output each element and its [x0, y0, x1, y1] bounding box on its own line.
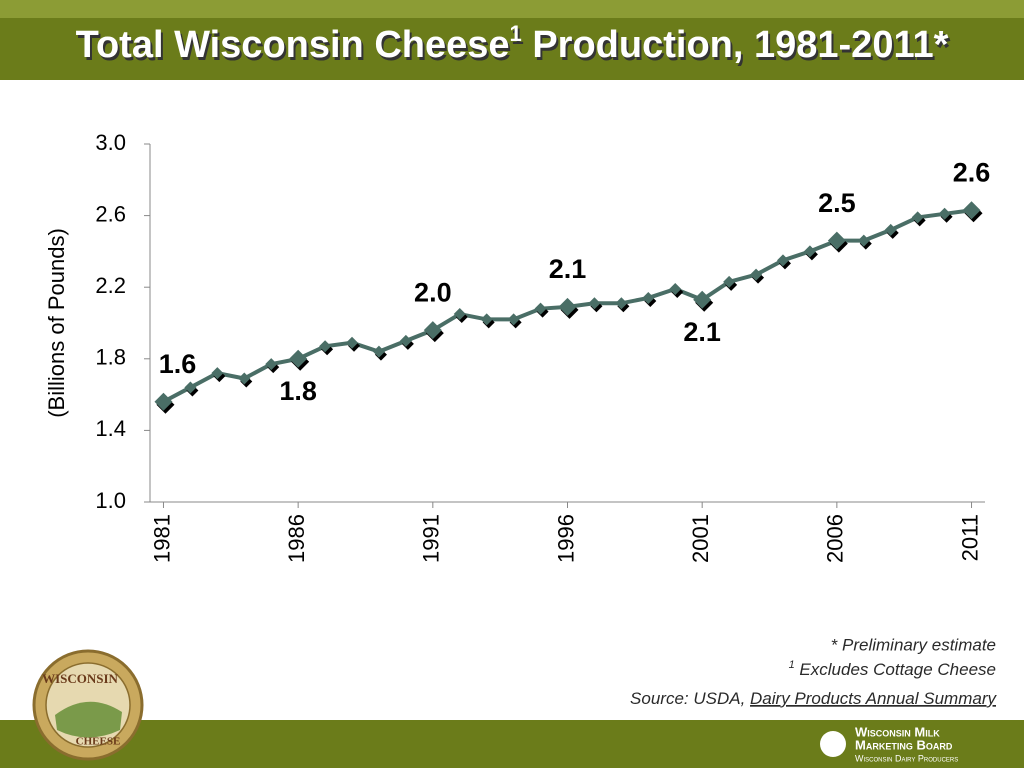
board-emblem [820, 731, 846, 757]
marker [346, 336, 359, 349]
x-tick-label: 2006 [823, 514, 848, 563]
marker [750, 268, 763, 281]
marker [827, 231, 846, 250]
marker [154, 392, 173, 411]
marker [693, 290, 712, 309]
marker [723, 275, 736, 288]
marker [184, 381, 197, 394]
marker [938, 207, 951, 220]
marker [265, 358, 278, 371]
chart-title: Total Wisconsin Cheese1 Production, 1981… [76, 21, 949, 66]
y-tick-label: 2.2 [95, 273, 126, 298]
x-tick-label: 2001 [688, 514, 713, 563]
header-strip [0, 0, 1024, 18]
marker [588, 297, 601, 310]
marker [911, 211, 924, 224]
board-text: Wisconsin Dairy Producers [855, 753, 958, 763]
marker [507, 313, 520, 326]
y-tick-label: 1.0 [95, 488, 126, 513]
title-shadow: Total Wisconsin Cheese1 Production, 1981… [78, 24, 951, 69]
x-tick-label: 1986 [284, 514, 309, 563]
source: Source: USDA, Dairy Products Annual Summ… [630, 689, 997, 708]
marker [558, 297, 577, 316]
data-label: 2.6 [953, 157, 991, 187]
marker [453, 308, 466, 321]
y-tick-label: 2.6 [95, 201, 126, 226]
plot: 1.0 1.4 1.8 2.2 2.6 3.0 1981 1986 1991 1996 2001 20… [95, 130, 990, 563]
footer-band [0, 720, 1024, 768]
marker [238, 372, 251, 385]
marker [319, 340, 332, 353]
seal-text: WISCONSIN [42, 671, 118, 686]
y-tick-label: 3.0 [95, 130, 126, 155]
marker [480, 313, 493, 326]
board-text: Marketing Board [855, 737, 953, 752]
y-tick-label: 1.4 [95, 416, 126, 441]
data-label: 1.6 [159, 349, 197, 379]
data-label: 2.0 [414, 277, 452, 307]
data-label: 2.5 [818, 188, 856, 218]
footnote: * Preliminary estimate [831, 635, 996, 654]
marker [857, 234, 870, 247]
marker [615, 297, 628, 310]
marker [423, 321, 442, 340]
marker [776, 254, 789, 267]
cheese-seal: WISCONSIN CHEESE [32, 649, 144, 761]
marker [534, 302, 547, 315]
y-tick-label: 1.8 [95, 345, 126, 370]
marker [803, 245, 816, 258]
board-text: Wisconsin Milk [855, 724, 940, 739]
x-tick-label: 1991 [419, 514, 444, 563]
marker [669, 282, 682, 295]
marker [211, 367, 224, 380]
marker [289, 349, 308, 368]
data-label: 2.1 [683, 317, 721, 347]
footnote: 1 Excludes Cottage Cheese [789, 659, 996, 680]
marker [642, 291, 655, 304]
x-tick-label: 2011 [957, 514, 982, 561]
seal-text: CHEESE [76, 736, 121, 748]
x-tick-label: 1981 [149, 514, 174, 563]
marker [884, 223, 897, 236]
y-axis-label: (Billions of Pounds) [44, 228, 69, 418]
data-label: 1.8 [279, 376, 317, 406]
seal-field [55, 701, 122, 738]
data-label: 2.1 [549, 254, 587, 284]
x-tick-label: 1996 [553, 514, 578, 563]
marker [962, 201, 981, 220]
board-logo: Wisconsin Milk Marketing Board Wisconsin… [820, 724, 958, 763]
marker [372, 345, 385, 358]
marker [399, 334, 412, 347]
